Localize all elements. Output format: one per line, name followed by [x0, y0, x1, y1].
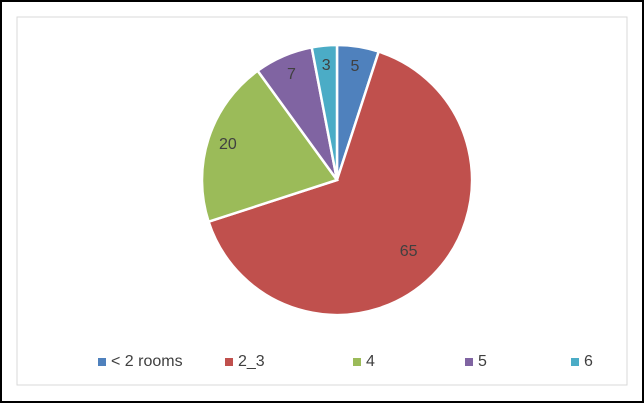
data-label: 20	[219, 136, 237, 153]
legend-swatch	[465, 358, 473, 366]
pie-slice	[207, 50, 474, 317]
legend-swatch	[571, 358, 579, 366]
data-label: 5	[350, 58, 359, 75]
legend-label: 6	[584, 353, 593, 370]
legend-swatch	[98, 358, 106, 366]
legend-swatch	[225, 358, 233, 366]
data-label: 7	[287, 66, 296, 83]
pie-slice	[200, 69, 340, 224]
legend-label: < 2 rooms	[111, 353, 183, 370]
data-label: 3	[322, 57, 331, 74]
legend-label: 2_3	[238, 353, 265, 370]
legend-label: 4	[366, 353, 375, 370]
legend-swatch	[353, 358, 361, 366]
data-label: 65	[400, 243, 418, 260]
pie-slice	[310, 43, 339, 181]
legend-label: 5	[478, 353, 487, 370]
